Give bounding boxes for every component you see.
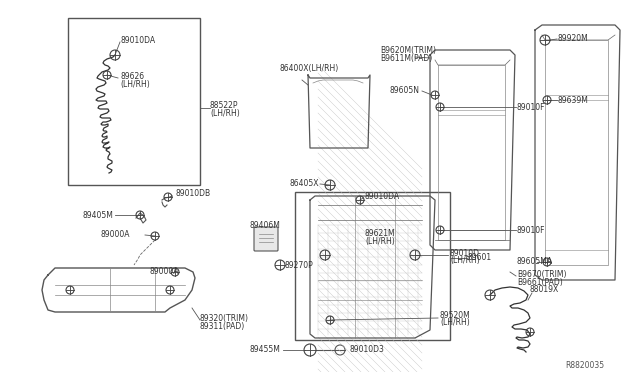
Text: B9670(TRIM): B9670(TRIM) (517, 269, 566, 279)
Text: 89626: 89626 (120, 71, 144, 80)
Text: 89311(PAD): 89311(PAD) (200, 321, 245, 330)
Text: 89010F: 89010F (517, 225, 545, 234)
Text: 89601: 89601 (468, 253, 492, 263)
Text: B9611M(PAD): B9611M(PAD) (380, 54, 432, 62)
Text: 88522P: 88522P (210, 100, 239, 109)
Text: B9661(PAD): B9661(PAD) (517, 278, 563, 286)
Text: 89010D: 89010D (450, 248, 480, 257)
FancyBboxPatch shape (254, 227, 278, 251)
Text: 89010DA: 89010DA (365, 192, 400, 201)
Text: 89621M: 89621M (365, 228, 396, 237)
Text: R8820035: R8820035 (565, 362, 605, 371)
Text: 89320(TRIM): 89320(TRIM) (200, 314, 249, 323)
Text: 89405M: 89405M (82, 211, 113, 219)
Text: (LH/RH): (LH/RH) (450, 257, 480, 266)
Text: (LH/RH): (LH/RH) (210, 109, 240, 118)
Text: 89920M: 89920M (558, 33, 589, 42)
Text: 86400X(LH/RH): 86400X(LH/RH) (280, 64, 339, 73)
Text: B9620M(TRIM): B9620M(TRIM) (380, 45, 436, 55)
Text: 89520M: 89520M (440, 311, 471, 320)
Text: 89010F: 89010F (517, 103, 545, 112)
Text: 86405X: 86405X (290, 179, 319, 187)
Bar (295, 192, 450, 340)
Text: 89010DB: 89010DB (175, 189, 210, 198)
Text: 89455M: 89455M (249, 346, 280, 355)
Text: 89639M: 89639M (558, 96, 589, 105)
Text: (LH/RH): (LH/RH) (120, 80, 150, 89)
Text: 89000A: 89000A (100, 230, 129, 238)
Text: 89270P: 89270P (285, 260, 314, 269)
Text: 89605MA: 89605MA (517, 257, 553, 266)
Text: 89010D3: 89010D3 (350, 346, 385, 355)
Text: 89406M: 89406M (250, 221, 281, 230)
Text: 88019X: 88019X (530, 285, 559, 295)
Text: 89605N: 89605N (390, 86, 420, 94)
Text: 89010DA: 89010DA (120, 35, 155, 45)
Text: (LH/RH): (LH/RH) (365, 237, 395, 246)
Bar (68, 18, 200, 185)
Text: 89000A: 89000A (150, 267, 179, 276)
Text: (LH/RH): (LH/RH) (440, 318, 470, 327)
